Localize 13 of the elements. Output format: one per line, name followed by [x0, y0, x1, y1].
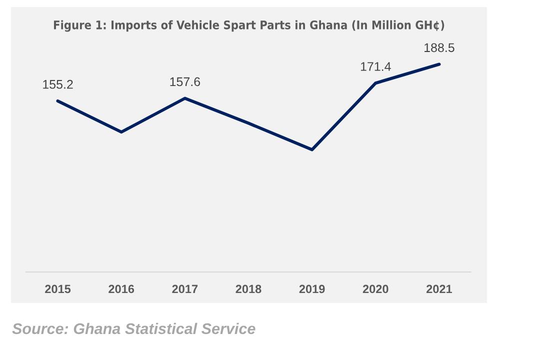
x-tick-label: 2021: [426, 284, 452, 294]
data-label: 171.4: [360, 62, 391, 71]
data-label: 157.6: [170, 77, 200, 86]
x-tick-label: 2015: [45, 284, 71, 294]
data-label: 188.5: [424, 43, 454, 52]
x-tick-label: 2020: [362, 284, 388, 294]
chart-title: Figure 1: Imports of Vehicle Spart Parts in Ghana (In Million GH¢): [54, 20, 444, 32]
x-tick-label: 2019: [299, 284, 325, 294]
data-label: 155.2: [43, 80, 73, 89]
x-tick-label: 2016: [108, 284, 134, 294]
x-tick-label: 2017: [172, 284, 198, 294]
source-note: Source: Ghana Statistical Service: [12, 322, 256, 334]
x-tick-label: 2018: [236, 284, 262, 294]
